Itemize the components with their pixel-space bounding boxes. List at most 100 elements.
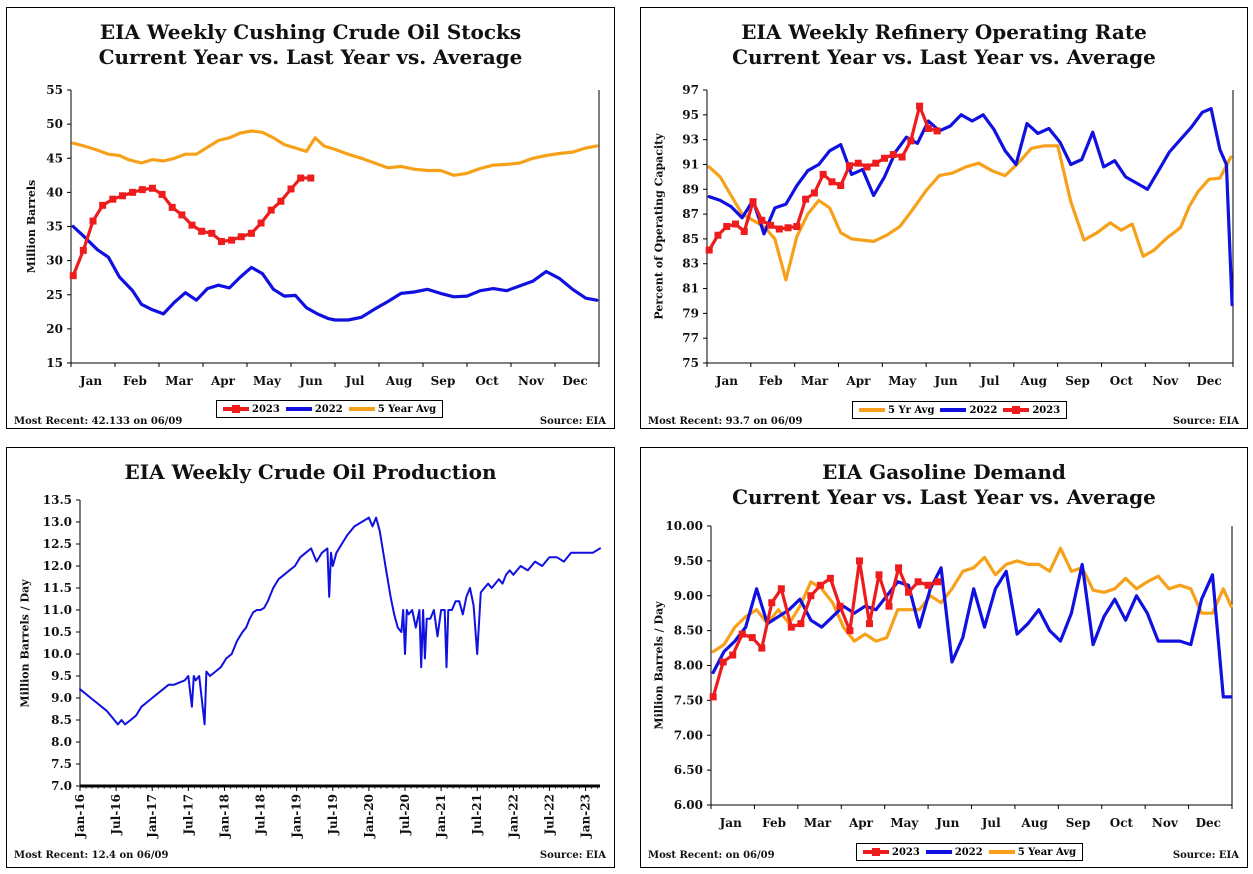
y-tick-label: 8.50 xyxy=(674,624,703,638)
x-tick-label: Apr xyxy=(845,374,871,388)
data-point-marker xyxy=(257,219,265,227)
source-note: Source: EIA xyxy=(1172,850,1239,861)
data-point-marker xyxy=(138,186,146,194)
source-note: Source: EIA xyxy=(1172,416,1239,427)
series-line-2023 xyxy=(711,559,940,699)
data-point-marker xyxy=(875,571,883,579)
data-point-marker xyxy=(898,153,906,161)
data-point-marker xyxy=(277,197,285,205)
legend-label: 5 Year Avg xyxy=(377,403,437,415)
x-tick-label: Feb xyxy=(762,816,786,830)
legend-label: 5 Yr Avg xyxy=(888,404,935,416)
data-point-marker xyxy=(89,217,97,225)
legend-item: 2022 xyxy=(940,405,997,416)
y-tick-label: 35 xyxy=(46,220,63,234)
y-tick-label: 10.00 xyxy=(665,519,703,533)
x-tick-label: Mar xyxy=(804,816,832,830)
y-tick-label: 12.5 xyxy=(43,537,72,551)
data-point-marker xyxy=(828,178,836,186)
data-point-marker xyxy=(705,246,713,254)
legend-item: 2023 xyxy=(863,847,920,858)
data-point-marker xyxy=(69,272,77,280)
y-tick-label: 50 xyxy=(46,117,63,131)
x-tick-label: Sep xyxy=(1065,374,1090,388)
y-tick-label: 8.00 xyxy=(674,659,703,673)
x-tick-label: Jan xyxy=(79,374,102,388)
data-point-marker xyxy=(709,693,717,701)
legend-swatch xyxy=(348,407,375,411)
y-tick-label: 9.50 xyxy=(674,554,703,568)
legend-swatch xyxy=(940,408,967,412)
data-point-marker xyxy=(748,634,756,642)
legend-label: 2022 xyxy=(314,403,343,415)
y-tick-label: 45 xyxy=(46,151,63,165)
data-point-marker xyxy=(148,184,156,192)
x-tick-label: Nov xyxy=(518,374,545,388)
legend-label: 2022 xyxy=(969,404,998,416)
data-point-marker xyxy=(810,189,818,197)
x-tick-label: Jan-21 xyxy=(434,794,448,839)
x-tick-label: Jul xyxy=(345,374,365,388)
legend-item: 2023 xyxy=(1003,405,1060,416)
data-point-marker xyxy=(738,630,746,638)
x-tick-label: May xyxy=(888,374,917,388)
data-point-marker xyxy=(297,174,305,182)
data-point-marker xyxy=(881,154,889,162)
y-tick-label: 8.0 xyxy=(51,735,72,749)
legend-item: 2023 xyxy=(223,404,280,415)
data-point-marker xyxy=(731,220,739,228)
x-tick-label: Jul-17 xyxy=(181,794,195,836)
chart-legend: 2023 2022 5 Year Avg xyxy=(216,400,444,418)
data-point-marker xyxy=(845,162,853,170)
data-point-marker xyxy=(819,170,827,178)
data-point-marker xyxy=(865,620,873,628)
x-tick-label: Jan-19 xyxy=(290,794,304,839)
chart-panel-gasoline: EIA Gasoline Demand Current Year vs. Last… xyxy=(640,447,1248,868)
data-point-marker xyxy=(247,229,255,237)
chart-svg: 6.00 6.50 7.00 7.50 8.00 8.50 9.00 9.50 10.00 Jan… xyxy=(665,519,1233,830)
data-point-marker xyxy=(872,159,880,167)
legend-label: 2023 xyxy=(252,403,280,415)
x-tick-label: Jul xyxy=(981,816,1001,830)
data-point-marker xyxy=(118,192,126,200)
x-tick-label: Jan-17 xyxy=(145,794,159,839)
y-tick-label: 13.0 xyxy=(43,515,72,529)
data-point-marker xyxy=(217,238,225,246)
data-point-marker xyxy=(793,223,801,230)
data-point-marker xyxy=(836,602,844,610)
data-point-marker xyxy=(79,246,87,254)
chart-panel-refinery: EIA Weekly Refinery Operating Rate Curren… xyxy=(640,7,1248,429)
data-point-marker xyxy=(178,211,186,219)
y-tick-label: 10.0 xyxy=(43,647,72,661)
data-point-marker xyxy=(895,564,903,572)
y-tick-label: 91 xyxy=(682,157,699,171)
chart-title-line: Current Year vs. Last Year vs. Average xyxy=(732,485,1156,509)
y-tick-label: 55 xyxy=(46,83,63,97)
data-point-marker xyxy=(905,588,913,596)
x-tick-label: Jul xyxy=(979,374,999,388)
y-tick-label: 7.0 xyxy=(51,779,72,793)
source-note: Source: EIA xyxy=(539,850,606,861)
data-point-marker xyxy=(749,198,757,206)
data-point-marker xyxy=(729,651,737,659)
chart-title: EIA Weekly Refinery Operating Rate Curren… xyxy=(641,20,1247,70)
x-tick-label: Oct xyxy=(1110,374,1134,388)
x-tick-label: Jan xyxy=(719,816,742,830)
data-point-marker xyxy=(740,227,748,235)
legend-swatch xyxy=(223,405,249,413)
y-tick-label: 6.00 xyxy=(674,798,703,812)
x-tick-label: Feb xyxy=(759,374,783,388)
data-point-marker xyxy=(933,127,941,135)
legend-swatch xyxy=(988,850,1015,854)
data-point-marker xyxy=(198,227,206,235)
x-tick-label: Feb xyxy=(123,374,147,388)
x-tick-label: Apr xyxy=(848,816,874,830)
chart-panel-cushing: EIA Weekly Cushing Crude Oil Stocks Curre… xyxy=(6,7,615,429)
data-point-marker xyxy=(863,163,871,171)
data-point-marker xyxy=(188,221,196,229)
y-tick-label: 83 xyxy=(682,257,699,271)
x-tick-label: Jan xyxy=(715,374,738,388)
data-point-marker xyxy=(924,124,932,132)
data-point-marker xyxy=(768,599,776,607)
x-tick-label: Jan-23 xyxy=(579,794,593,839)
